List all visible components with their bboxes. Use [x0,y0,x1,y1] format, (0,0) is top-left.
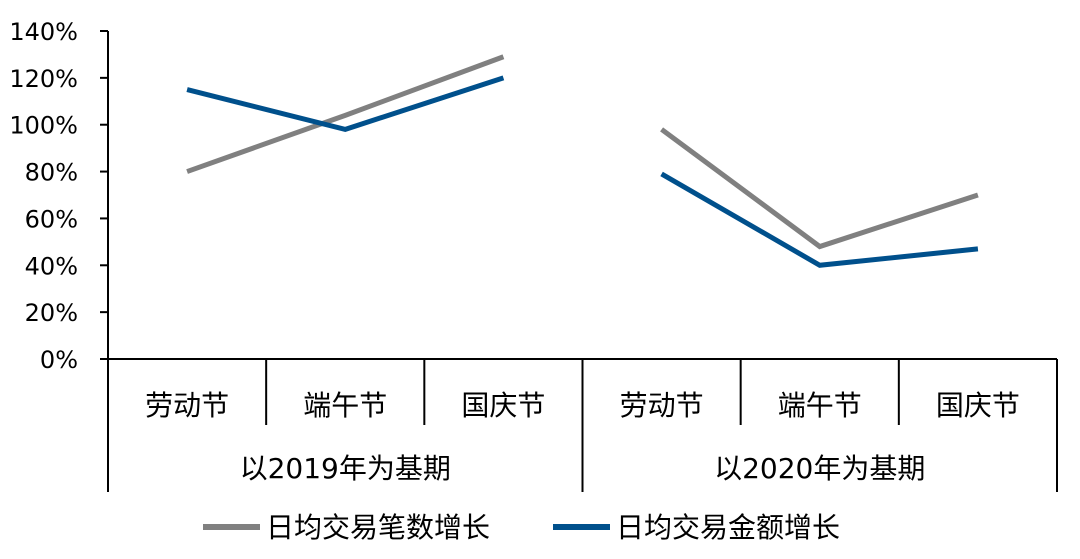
y-tick-label: 0% [40,346,78,374]
y-tick-label: 140% [9,18,78,46]
y-tick-label: 100% [9,112,78,140]
x-group-label: 以2020年为基期 [714,452,925,485]
y-tick-label: 20% [25,299,78,327]
x-category-label: 国庆节 [936,389,1020,422]
y-tick-label: 80% [25,159,78,187]
x-category-label: 端午节 [778,389,862,422]
series-line-1-group-1 [660,171,979,268]
x-group-label: 以2019年为基期 [240,452,451,485]
legend: 日均交易笔数增长 日均交易金额增长 [203,511,840,544]
series-line-0-group-0 [186,54,505,174]
legend-label: 日均交易笔数增长 [266,511,490,544]
y-axis: 0% 20% 40% 60% 80% 100% 120% 140% [9,18,109,374]
series-line-1-group-0 [186,75,505,133]
y-tick-label: 120% [9,65,78,93]
series-line-0-group-1 [660,127,979,250]
x-category-label: 端午节 [303,389,387,422]
legend-label: 日均交易金额增长 [616,511,840,544]
y-tick-label: 40% [25,252,78,280]
x-category-label: 国庆节 [461,389,545,422]
y-tick-label: 60% [25,205,78,233]
x-category-label: 劳动节 [145,389,229,422]
series-layer [186,54,979,268]
x-category-label: 劳动节 [620,389,704,422]
